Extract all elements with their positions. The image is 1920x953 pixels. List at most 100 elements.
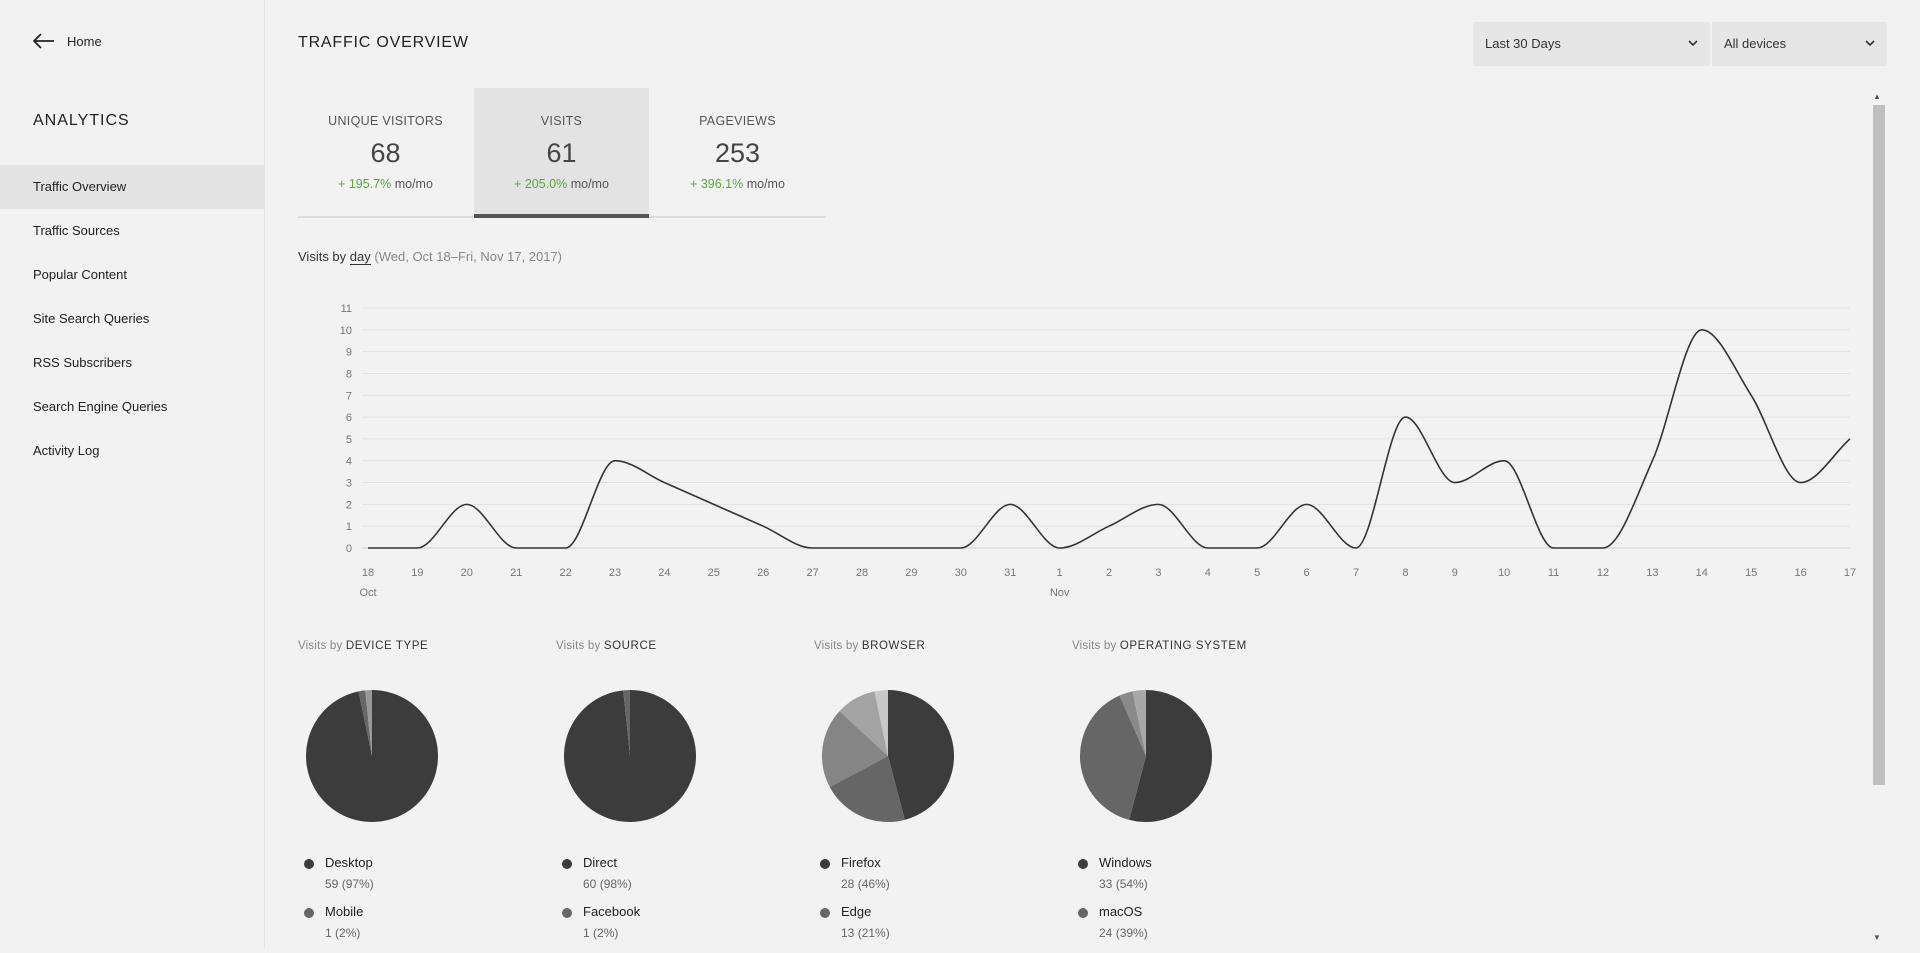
pie-slice[interactable] <box>358 690 372 756</box>
pie-title: Visits by BROWSER <box>814 640 1064 652</box>
legend-count: 24 <box>1099 926 1113 940</box>
pie-slice[interactable] <box>1129 690 1212 822</box>
data-point[interactable] <box>1845 434 1855 444</box>
legend-pct: (97%) <box>341 877 374 891</box>
y-tick-label: 3 <box>346 478 352 490</box>
tab-unique-visitors[interactable]: UNIQUE VISITORS 68 + 195.7% mo/mo <box>298 88 473 216</box>
legend-pct: (39%) <box>1115 926 1148 940</box>
sidebar-item-popular-content[interactable]: Popular Content <box>33 267 127 282</box>
data-point[interactable] <box>1104 521 1114 531</box>
y-tick-label: 1 <box>346 521 352 533</box>
legend-count: 13 <box>841 926 855 940</box>
pie-title-prefix: Visits by <box>814 640 859 652</box>
sidebar-item-search-engine-queries[interactable]: Search Engine Queries <box>33 399 168 414</box>
data-point[interactable] <box>1400 412 1410 422</box>
sidebar-item-activity-log[interactable]: Activity Log <box>33 443 100 458</box>
data-point[interactable] <box>1302 499 1312 509</box>
y-tick-label: 2 <box>346 499 352 511</box>
x-tick-label: 10 <box>1498 567 1510 579</box>
data-point[interactable] <box>709 499 719 509</box>
data-point[interactable] <box>857 543 867 553</box>
pie-operating-system: Visits by OPERATING SYSTEM Windows 33 (5… <box>1072 640 1322 940</box>
y-tick-label: 5 <box>346 434 352 446</box>
scrollbar-thumb[interactable] <box>1873 105 1885 785</box>
legend-pct: (21%) <box>857 926 890 940</box>
pie-slice[interactable] <box>365 690 372 756</box>
pie-slice[interactable] <box>874 690 888 756</box>
data-point[interactable] <box>1746 390 1756 400</box>
legend-item: Windows 33 (54%) <box>1078 855 1298 904</box>
data-point[interactable] <box>956 543 966 553</box>
sidebar-item-rss-subscribers[interactable]: RSS Subscribers <box>33 355 132 370</box>
x-tick-label: 31 <box>1004 567 1016 579</box>
pie-title-dimension: SOURCE <box>603 640 657 652</box>
legend-value: 33 (54%) <box>1099 877 1148 891</box>
stat-change: + 205.0% mo/mo <box>474 177 649 191</box>
data-point[interactable] <box>412 543 422 553</box>
pie-chart <box>564 690 696 822</box>
stat-change-unit: mo/mo <box>570 177 609 191</box>
data-point[interactable] <box>659 478 669 488</box>
sidebar-item-traffic-overview[interactable]: Traffic Overview <box>0 165 264 209</box>
legend-name: macOS <box>1099 904 1143 919</box>
x-month-label: Oct <box>359 587 376 599</box>
data-point[interactable] <box>1796 478 1806 488</box>
legend-name: Mobile <box>325 904 364 919</box>
pie-slice[interactable] <box>829 756 905 822</box>
data-point[interactable] <box>1549 543 1559 553</box>
x-month-label: Nov <box>1050 587 1070 599</box>
data-point[interactable] <box>1598 543 1608 553</box>
date-range-select[interactable]: Last 30 Days <box>1473 22 1710 66</box>
data-point[interactable] <box>906 543 916 553</box>
data-point[interactable] <box>462 499 472 509</box>
tab-pageviews[interactable]: PAGEVIEWS 253 + 396.1% mo/mo <box>650 88 825 216</box>
pie-legend: Direct 60 (98%) Facebook 1 (2%) <box>562 855 782 953</box>
data-point[interactable] <box>1351 543 1361 553</box>
pie-slice[interactable] <box>822 711 888 788</box>
data-point[interactable] <box>1697 325 1707 335</box>
legend-pct: (2%) <box>593 926 619 940</box>
data-point[interactable] <box>1647 456 1657 466</box>
data-point[interactable] <box>1203 543 1213 553</box>
data-point[interactable] <box>758 521 768 531</box>
y-tick-label: 6 <box>346 412 352 424</box>
legend-value: 28 (46%) <box>841 877 890 891</box>
x-tick-label: 2 <box>1106 567 1112 579</box>
scroll-up-arrow-icon[interactable]: ▲ <box>1873 92 1881 101</box>
data-point[interactable] <box>1499 456 1509 466</box>
pie-slice[interactable] <box>1080 695 1146 820</box>
pie-title-dimension: DEVICE TYPE <box>345 640 429 652</box>
period-selector[interactable]: day <box>349 249 371 265</box>
data-point[interactable] <box>808 543 818 553</box>
pie-slice[interactable] <box>839 691 888 756</box>
x-tick-label: 21 <box>510 567 522 579</box>
x-tick-label: 1 <box>1057 567 1063 579</box>
legend-count: 1 <box>583 926 590 940</box>
home-link[interactable]: Home <box>33 33 102 49</box>
data-point[interactable] <box>610 456 620 466</box>
device-select[interactable]: All devices <box>1712 22 1887 66</box>
data-point[interactable] <box>1252 543 1262 553</box>
pie-slice[interactable] <box>623 690 630 756</box>
legend-name: Edge <box>841 904 872 919</box>
data-point[interactable] <box>1005 499 1015 509</box>
tab-visits[interactable]: VISITS 61 + 205.0% mo/mo <box>474 88 649 218</box>
data-point[interactable] <box>1055 543 1065 553</box>
x-tick-label: 15 <box>1745 567 1757 579</box>
pie-slice[interactable] <box>1132 690 1146 756</box>
legend-name: Facebook <box>583 904 641 919</box>
data-point[interactable] <box>1153 499 1163 509</box>
data-point[interactable] <box>363 543 373 553</box>
pie-slice[interactable] <box>1119 691 1146 756</box>
data-point[interactable] <box>511 543 521 553</box>
pie-slice[interactable] <box>888 690 955 820</box>
data-point[interactable] <box>1450 478 1460 488</box>
sidebar-item-traffic-sources[interactable]: Traffic Sources <box>33 223 120 238</box>
scroll-down-arrow-icon[interactable]: ▼ <box>1873 933 1881 942</box>
data-point[interactable] <box>561 543 571 553</box>
legend-dot <box>820 908 830 918</box>
legend-count: 28 <box>841 877 855 891</box>
sidebar-item-site-search-queries[interactable]: Site Search Queries <box>33 311 150 326</box>
stat-value: 68 <box>370 138 401 168</box>
x-tick-label: 29 <box>905 567 917 579</box>
